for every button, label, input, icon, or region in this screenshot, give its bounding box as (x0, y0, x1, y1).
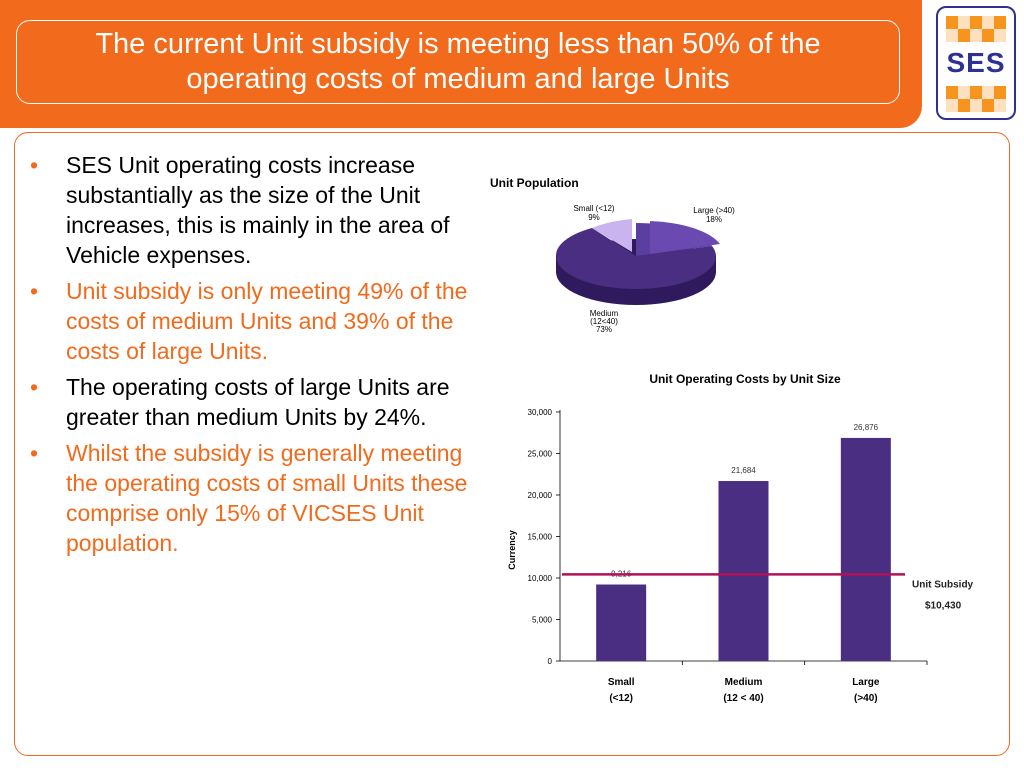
x-tick-label: Large (852, 677, 880, 688)
x-tick-label: Small (608, 677, 635, 688)
bullet-item: • The operating costs of large Units are … (26, 372, 476, 432)
logo-checker-bottom (946, 86, 1006, 112)
pie-slice-medium (555, 228, 716, 289)
subsidy-label: Unit Subsidy (912, 579, 974, 590)
bullet-item: • Unit subsidy is only meeting 49% of the… (26, 276, 476, 366)
y-tick-label: 30,000 (528, 408, 553, 417)
subsidy-line-group: Unit Subsidy $10,430 (562, 573, 974, 611)
bullet-dot: • (30, 152, 39, 178)
title-band: The current Unit subsidy is meeting less… (0, 0, 922, 128)
logo-text: SES (946, 47, 1006, 78)
bullet-text: SES Unit operating costs increase substa… (66, 152, 450, 268)
pie-title: Unit Population (490, 176, 579, 190)
ses-logo: SES (936, 6, 1016, 120)
y-tick-label: 10,000 (528, 574, 553, 583)
bar-value-label: 26,876 (854, 423, 879, 432)
bar-value-label: 21,684 (731, 466, 756, 475)
pie-label-large: Large (>40) 18% (693, 206, 735, 224)
bullet-item: • Whilst the subsidy is generally meeting… (26, 438, 476, 558)
x-tick-label: Medium (725, 677, 763, 688)
bar (596, 584, 647, 661)
logo-checker-top (946, 16, 1006, 42)
pie-chart: Unit Population Small (<12) 9% Large (>40… (490, 176, 735, 334)
bullet-item: • SES Unit operating costs increase subst… (26, 150, 476, 270)
x-labels: Small (<12) Medium (12 < 40) Large (>40) (608, 661, 928, 704)
title-box: The current Unit subsidy is meeting less… (16, 20, 900, 104)
y-tick-label: 25,000 (528, 450, 553, 459)
bar (718, 481, 769, 661)
subsidy-value-label: $10,430 (925, 600, 962, 611)
bar-chart-title: Unit Operating Costs by Unit Size (649, 372, 841, 386)
bullet-dot: • (30, 440, 39, 466)
bar-chart: Unit Operating Costs by Unit Size Curren… (507, 372, 974, 704)
y-tick-label: 5,000 (532, 616, 553, 625)
bullet-text: The operating costs of large Units are g… (66, 374, 450, 430)
pie-label-small: Small (<12) 9% (573, 204, 614, 222)
content-panel (14, 132, 1010, 756)
pie-slice-small (592, 219, 632, 252)
bullet-dot: • (30, 374, 39, 400)
y-tick-label: 0 (548, 657, 553, 666)
x-tick-sublabel: (12 < 40) (723, 693, 763, 704)
bullet-list: • SES Unit operating costs increase subst… (26, 150, 476, 564)
pie-label-medium: Medium (12<40) 73% (590, 309, 619, 334)
x-tick-sublabel: (>40) (854, 693, 878, 704)
bullet-dot: • (30, 278, 39, 304)
y-tick-label: 20,000 (528, 491, 553, 500)
bullet-text: Whilst the subsidy is generally meeting … (66, 440, 468, 556)
bar (840, 437, 891, 661)
y-ticks: 0 5,000 10,000 15,000 20,000 25,000 30,000 (528, 408, 560, 666)
x-tick-sublabel: (<12) (609, 693, 633, 704)
bar-chart-ylabel: Currency (507, 530, 517, 570)
bullet-text: Unit subsidy is only meeting 49% of the … (66, 278, 468, 364)
slide-title: The current Unit subsidy is meeting less… (95, 28, 821, 95)
y-tick-label: 15,000 (528, 533, 553, 542)
pie-slice-large (650, 221, 720, 254)
